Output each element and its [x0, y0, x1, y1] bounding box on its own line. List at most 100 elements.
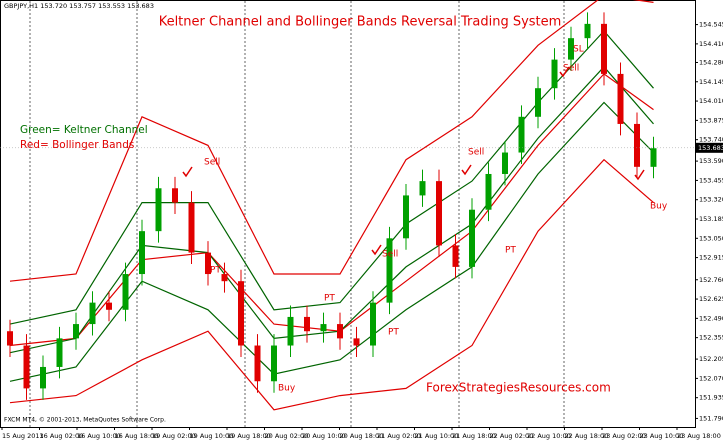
candle-body — [601, 23, 607, 74]
candle-body — [584, 23, 591, 39]
chart-title: Keltner Channel and Bollinger Bands Reve… — [159, 15, 562, 30]
y-tick-label: 153.875 — [699, 116, 723, 124]
legend-keltner: Green= Keltner Channel — [20, 124, 148, 136]
annotation: Buy — [650, 202, 668, 212]
y-tick-label: 153.320 — [699, 196, 723, 204]
candle-body — [122, 274, 129, 310]
candle-body — [89, 302, 96, 325]
candle-body — [535, 88, 541, 117]
y-tick-label: 154.280 — [699, 58, 723, 66]
band-line — [9, 101, 654, 382]
chart-header: GBPJPY,H1 153.720 153.757 153.553 153.68… — [4, 2, 154, 10]
candle-body — [634, 123, 640, 167]
y-tick-label: 152.760 — [699, 276, 723, 284]
annotation: PT — [324, 294, 335, 304]
candle-body — [304, 316, 310, 332]
candle-body — [172, 188, 178, 203]
x-tick-label: 22 Aug 10:00 — [527, 432, 571, 440]
legend-bollinger: Red= Bollinger Bands — [20, 139, 134, 151]
candle-body — [56, 338, 63, 367]
candle-body — [403, 195, 409, 239]
y-tick-label: 151.790 — [699, 414, 723, 422]
y-tick-label: 154.145 — [699, 78, 723, 86]
y-tick-label: 154.545 — [699, 21, 723, 29]
x-tick-label: 15 Aug 2013 — [2, 432, 44, 440]
candle-body — [320, 324, 327, 332]
y-tick-label: 151.935 — [699, 394, 723, 402]
candle-body — [617, 73, 624, 124]
x-tick-label: 19 Aug 10:00 — [190, 432, 234, 440]
watermark: ForexStrategiesResources.com — [426, 381, 611, 395]
copyright: FXCM MT4, © 2001-2013, MetaQuotes Softwa… — [4, 417, 166, 424]
y-tick-label: 152.490 — [699, 314, 723, 322]
annotation: PT — [210, 266, 221, 276]
candle-body — [337, 324, 343, 339]
y-tick-label: 152.070 — [699, 374, 723, 382]
y-tick-label: 153.185 — [699, 215, 723, 223]
candle-body — [370, 302, 376, 346]
y-tick-label: 152.355 — [699, 334, 723, 342]
x-tick-label: 16 Aug 10:00 — [77, 432, 121, 440]
annotation: Sell — [468, 148, 484, 158]
candle-body — [469, 209, 475, 267]
candle-body — [139, 231, 145, 275]
plot-layer — [0, 0, 695, 427]
candle-body — [238, 281, 244, 346]
y-tick-label: 153.050 — [699, 234, 723, 242]
candle-body — [551, 59, 558, 89]
candle-body — [650, 148, 657, 167]
check-mark — [461, 164, 472, 176]
y-tick-label: 154.010 — [699, 97, 723, 105]
x-tick-label: 21 Aug 02:00 — [377, 432, 421, 440]
x-tick-label: 20 Aug 10:00 — [302, 432, 346, 440]
x-tick-label: 22 Aug 02:00 — [490, 432, 534, 440]
candle-body — [7, 331, 13, 346]
candle-body — [419, 181, 426, 196]
candle-body — [353, 338, 360, 346]
y-tick-label: 152.625 — [699, 295, 723, 303]
y-tick-label: 152.915 — [699, 254, 723, 262]
x-tick-label: 23 Aug 18:00 — [677, 432, 721, 440]
y-tick-label: 153.455 — [699, 176, 723, 184]
annotation: Buy — [278, 384, 296, 394]
candle-body — [73, 324, 79, 339]
candle-body — [271, 345, 277, 382]
check-mark — [634, 169, 645, 181]
candle-body — [386, 238, 393, 303]
candle-body — [106, 302, 112, 310]
x-tick-label: 21 Aug 18:00 — [452, 432, 496, 440]
x-tick-label: 23 Aug 10:00 — [640, 432, 684, 440]
candle-body — [40, 366, 46, 389]
candle-body — [568, 38, 574, 60]
x-tick-label: 19 Aug 18:00 — [227, 432, 271, 440]
candle-body — [155, 188, 162, 232]
x-tick-label: 23 Aug 02:00 — [602, 432, 646, 440]
candle-body — [502, 152, 508, 174]
x-tick-label: 16 Aug 18:00 — [115, 432, 159, 440]
annotation: PT — [505, 246, 516, 256]
check-mark — [559, 66, 570, 78]
x-tick-label: 19 Aug 02:00 — [152, 432, 196, 440]
band-line — [9, 0, 654, 282]
y-tick-label: 153.590 — [699, 157, 723, 165]
candle-body — [221, 274, 228, 282]
plot-frame — [0, 0, 696, 428]
x-tick-label: 20 Aug 02:00 — [265, 432, 309, 440]
annotation: Sell — [382, 250, 398, 260]
band-line — [9, 30, 654, 325]
y-tick-label: 154.410 — [699, 40, 723, 48]
annotation: SL — [573, 45, 584, 55]
last-price-label: 153.683 — [698, 144, 723, 152]
candle-body — [205, 252, 211, 275]
candle-body — [485, 173, 492, 210]
candle-body — [452, 245, 459, 267]
annotation: PT — [388, 328, 399, 338]
check-mark — [371, 244, 382, 256]
candle-body — [436, 181, 442, 246]
candle-body — [188, 202, 195, 253]
candle-body — [23, 345, 30, 389]
last-price-box — [696, 142, 723, 153]
band-line — [9, 158, 654, 411]
